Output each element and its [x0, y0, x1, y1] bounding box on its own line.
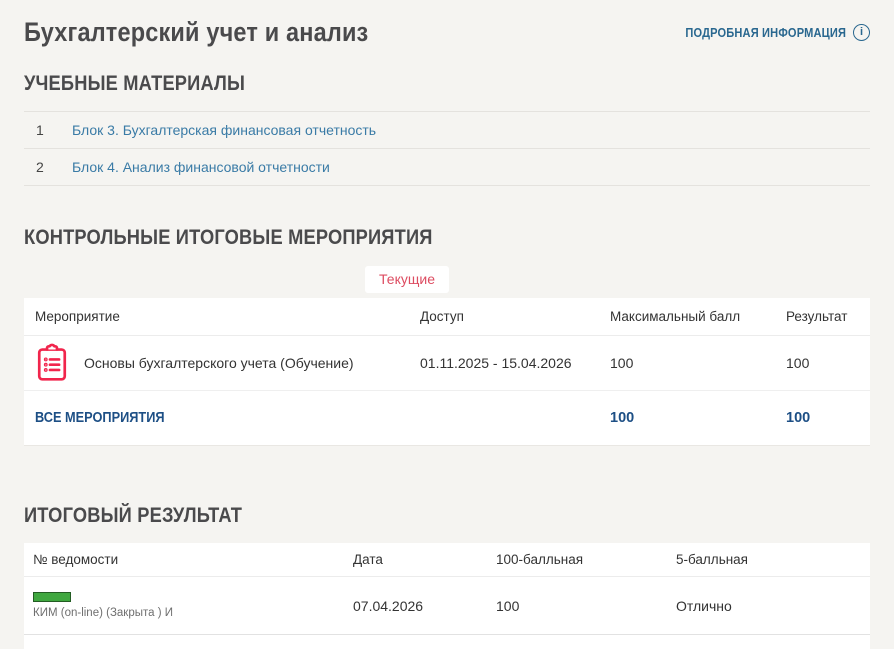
- detailed-info-label: ПОДРОБНАЯ ИНФОРМАЦИЯ: [685, 24, 846, 40]
- sheet-grade-5: Отлично: [676, 597, 732, 614]
- tab-current-events[interactable]: Текущие: [365, 266, 449, 293]
- col-header-date: Дата: [353, 552, 383, 567]
- events-table-footer: ВСЕ МЕРОПРИЯТИЯ 100 100: [24, 391, 870, 445]
- clipboard-checklist-icon: [35, 343, 69, 383]
- list-item: 2 Блок 4. Анализ финансовой отчетности: [24, 149, 870, 186]
- events-filter-tabs: Текущие: [24, 266, 870, 294]
- col-header-access: Доступ: [420, 309, 464, 324]
- events-table: Мероприятие Доступ Максимальный балл Рез…: [24, 298, 870, 446]
- sheet-name: КИМ (on-line) (Закрыта ) И: [33, 607, 173, 619]
- table-row: КИМ (on-line) (Закрыта ) И 07.04.2026 10…: [24, 577, 870, 635]
- material-number: 1: [36, 122, 44, 138]
- event-result: 100: [786, 355, 810, 371]
- total-max-score: 100: [610, 410, 635, 426]
- material-number: 2: [36, 159, 44, 175]
- material-link-block4[interactable]: Блок 4. Анализ финансовой отчетности: [72, 159, 330, 175]
- final-table-header: № ведомости Дата 100-балльная 5-балльная: [24, 543, 870, 577]
- final-result-table: № ведомости Дата 100-балльная 5-балльная…: [24, 543, 870, 649]
- col-header-event: Мероприятие: [35, 309, 120, 324]
- final-section-heading: ИТОГОВЫЙ РЕЗУЛЬТАТ: [24, 504, 243, 527]
- events-table-header: Мероприятие Доступ Максимальный балл Рез…: [24, 298, 870, 336]
- sheet-date: 07.04.2026: [353, 597, 424, 614]
- total-result: 100: [786, 410, 811, 426]
- event-access-dates: 01.11.2025 - 15.04.2026: [420, 355, 572, 371]
- list-item: 1 Блок 3. Бухгалтерская финансовая отчет…: [24, 112, 870, 149]
- col-header-sheet-number: № ведомости: [33, 552, 119, 567]
- info-circle-icon[interactable]: i: [853, 23, 870, 41]
- event-name: Основы бухгалтерского учета (Обучение): [84, 355, 354, 371]
- all-events-link[interactable]: ВСЕ МЕРОПРИЯТИЯ: [35, 410, 165, 426]
- control-section-heading: КОНТРОЛЬНЫЕ ИТОГОВЫЕ МЕРОПРИЯТИЯ: [24, 226, 433, 249]
- col-header-5-scale: 5-балльная: [676, 552, 748, 567]
- table-row: Основы бухгалтерского учета (Обучение) 0…: [24, 336, 870, 391]
- grade-progress-bar: [33, 592, 71, 602]
- event-max-score: 100: [610, 355, 634, 371]
- detailed-info-link[interactable]: ПОДРОБНАЯ ИНФОРМАЦИЯ i: [657, 23, 870, 41]
- material-link-block3[interactable]: Блок 3. Бухгалтерская финансовая отчетно…: [72, 122, 377, 138]
- page-title: Бухгалтерский учет и анализ: [24, 16, 369, 47]
- page-header: Бухгалтерский учет и анализ ПОДРОБНАЯ ИН…: [24, 0, 870, 48]
- col-header-max-score: Максимальный балл: [610, 309, 741, 324]
- sheet-score-100: 100: [496, 597, 520, 614]
- materials-section-heading: УЧЕБНЫЕ МАТЕРИАЛЫ: [24, 72, 246, 95]
- materials-list: 1 Блок 3. Бухгалтерская финансовая отчет…: [24, 111, 870, 186]
- col-header-result: Результат: [786, 309, 848, 324]
- col-header-100-scale: 100-балльная: [496, 552, 584, 567]
